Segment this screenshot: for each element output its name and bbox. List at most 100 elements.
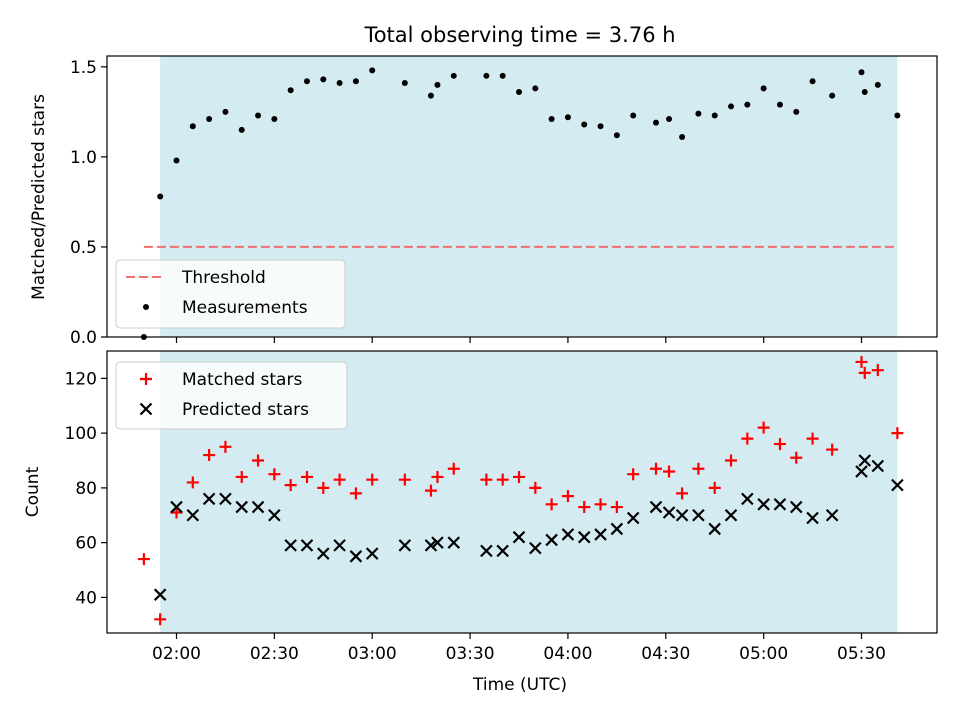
matched-star-point [398,473,411,486]
plus-marker [235,470,248,483]
measurement-point [157,193,164,200]
matched-star-point [137,553,150,566]
x-marker [561,528,575,541]
predicted-star-point [773,498,787,511]
measurement-point [581,121,588,128]
x-marker [170,500,183,514]
plus-marker [513,470,525,483]
matched-star-point [826,443,839,456]
axes-frame [106,350,938,634]
plus-marker [203,449,216,462]
x-marker [512,530,526,544]
measurement-point [434,81,441,88]
measurement-point [861,89,868,96]
matched-star-point [219,440,232,453]
predicted-star-point [398,539,412,552]
predicted-star-point [577,530,591,544]
plus-marker [284,479,297,492]
predicted-star-point [349,550,363,563]
x-marker [891,478,904,492]
plus-marker [366,473,379,486]
plus-marker [349,487,362,500]
predicted-star-point [757,498,770,511]
plus-marker [855,355,868,368]
plus-marker [610,501,623,514]
measurement-point [653,119,659,126]
measurement-point [630,112,637,119]
plus-marker [708,481,721,494]
matched-star-point [284,479,297,492]
plus-marker [545,498,558,511]
x-marker [317,547,330,560]
predicted-star-point [300,539,314,552]
x-marker [529,541,542,555]
predicted-star-point [480,544,493,558]
measurement-point [173,157,180,164]
measurement-point [829,92,836,99]
x-marker [153,588,167,601]
matched-star-point [447,462,460,475]
plus-marker [650,462,662,475]
measurement-point [189,123,196,130]
plus-marker [725,454,738,467]
plus-marker [496,473,509,486]
matched-star-point [663,465,676,478]
measurement-point [499,72,506,79]
measurement-point [613,132,620,139]
predicted-star-point [365,547,379,560]
plus-marker [858,366,871,379]
measurement-point [548,116,555,123]
matched-star-point [431,470,444,483]
matched-star-point [529,481,542,494]
matched-star-point [300,470,313,483]
measurement-point [532,85,539,92]
measurement-point [483,72,490,79]
plus-marker [826,443,839,456]
predicted-star-point [724,508,738,522]
x-marker [626,511,640,525]
legend-box [115,259,346,329]
x-marker [692,508,705,522]
matched-star-point [871,364,884,377]
x-axis-label: Time (UTC) [472,675,567,695]
matched-star-point [317,481,330,494]
plus-marker [424,484,437,497]
x-marker [365,547,379,560]
x-marker [398,539,412,552]
legend-label: Matched stars [182,370,302,390]
measurement-point [744,101,751,108]
plus-marker [333,473,346,486]
measurement-point [427,92,434,99]
measurement-point [874,81,881,88]
plus-marker [663,465,676,478]
x-marker [708,522,721,536]
matched-star-point [855,355,868,368]
x-marker [333,539,346,552]
matched-star-point [268,468,281,481]
matched-star-point [627,468,640,481]
x-marker [594,528,607,541]
measurement-point [776,101,783,108]
plus-marker [300,470,313,483]
measurement-point [336,80,343,87]
matched-star-point [708,481,721,494]
predicted-star-point [626,511,640,525]
plus-marker [692,462,705,475]
plus-marker [891,427,904,440]
measurement-point [222,108,229,115]
predicted-star-point [317,547,330,560]
top-panel: 0.0 0.5 1.0 1.5 Threshold Measurements [70,55,938,348]
matched-star-point [154,613,167,626]
predicted-star-point [268,508,281,522]
x-marker [251,500,265,514]
matched-star-point [424,484,437,497]
measurement-point [695,110,702,117]
matched-star-point [513,470,525,483]
x-marker [675,508,689,522]
predicted-star-point [662,506,676,519]
measurement-point [369,67,376,74]
predicted-star-point [529,541,542,555]
predicted-star-point [170,500,183,514]
x-marker [219,492,232,506]
x-marker [577,530,591,544]
